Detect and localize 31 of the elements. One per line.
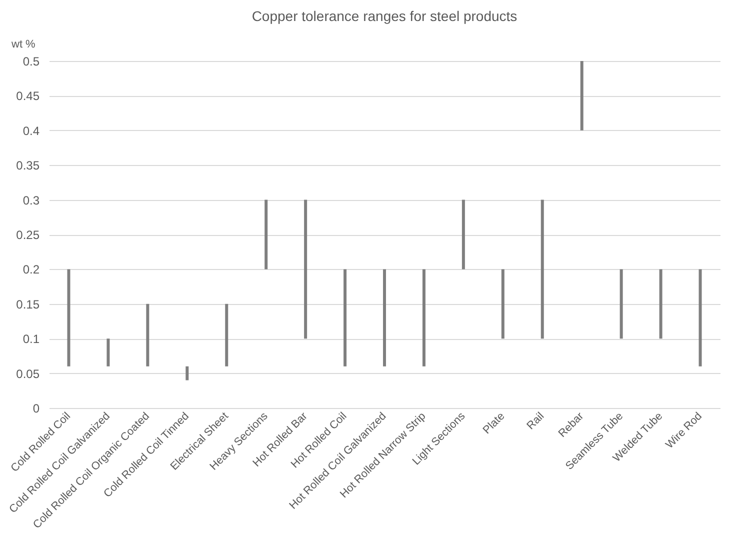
chart-title: Copper tolerance ranges for steel products bbox=[252, 8, 518, 24]
y-tick-label: 0.25 bbox=[16, 228, 40, 242]
bar bbox=[264, 200, 268, 270]
bar bbox=[225, 304, 228, 366]
bar bbox=[501, 269, 504, 339]
y-axis-title: wt % bbox=[10, 38, 36, 50]
bar bbox=[304, 200, 308, 339]
bar bbox=[540, 200, 544, 339]
bar bbox=[659, 269, 662, 339]
bar bbox=[620, 269, 623, 339]
y-tick-label: 0.4 bbox=[22, 124, 40, 138]
y-tick-label: 0.35 bbox=[16, 158, 40, 173]
bar bbox=[580, 61, 584, 130]
bar bbox=[462, 200, 465, 270]
bar bbox=[146, 304, 150, 366]
y-tick-label: 0.1 bbox=[22, 332, 40, 346]
y-tick-label: 0.3 bbox=[22, 193, 40, 208]
y-tick-label: 0.05 bbox=[16, 366, 40, 381]
bar bbox=[67, 269, 70, 366]
y-tick-label: 0.15 bbox=[16, 297, 40, 312]
bar bbox=[422, 269, 426, 366]
y-tick-label: 0.45 bbox=[16, 89, 40, 104]
bar bbox=[698, 269, 702, 366]
bar bbox=[186, 366, 189, 380]
bar bbox=[344, 269, 347, 366]
y-tick-label: 0.5 bbox=[22, 54, 40, 68]
y-tick-label: 0 bbox=[32, 402, 40, 416]
x-tick-label: Rail bbox=[524, 410, 547, 432]
y-tick-label: 0.2 bbox=[22, 262, 40, 277]
bar bbox=[106, 338, 110, 366]
bar bbox=[383, 269, 386, 366]
